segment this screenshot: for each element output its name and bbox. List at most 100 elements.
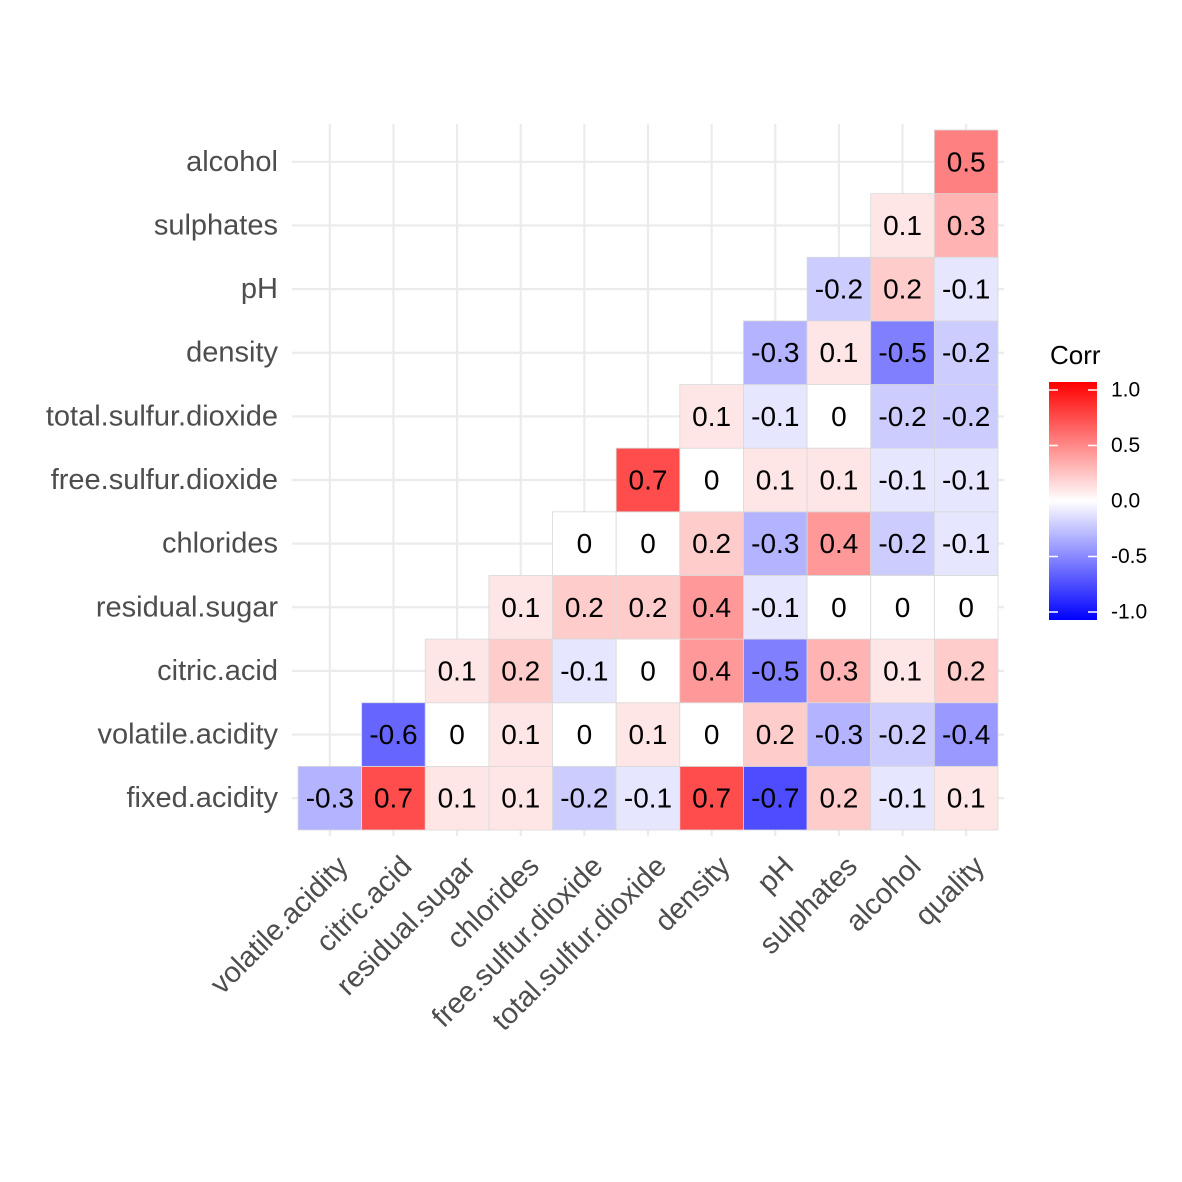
y-tick-label: volatile.acidity [97,719,278,751]
cell-value-label: -0.2 [560,783,608,814]
heatmap-cells: -0.3 0.7 0.1 0.1 -0.2 -0.1 0.7 -0.7 0.2 -0.1 0.1 -0… [297,129,999,831]
heatmap-cell [870,193,935,258]
y-tick-label: residual.sugar [96,591,278,623]
heatmap-cell [743,320,808,385]
x-axis-tick-labels: volatile.aciditycitric.acidresidual.suga… [204,850,991,1037]
y-tick-label: total.sulfur.dioxide [46,400,278,432]
heatmap-cell [615,765,681,831]
cell-value-label: -0.1 [751,401,799,432]
cell-value-label: -0.2 [942,337,990,368]
heatmap-cell [933,638,999,704]
cell-value-label: 0.1 [819,465,858,496]
heatmap-cell [870,384,935,449]
cell-value-label: 0.7 [692,783,731,814]
legend-tick-label: -0.5 [1111,545,1147,568]
cell-value-label: 0 [577,528,593,559]
cell-value-label: -0.1 [560,655,608,686]
cell-value-label: 0.1 [501,719,540,750]
heatmap-cell [361,765,426,831]
heatmap-cell [552,511,617,576]
cell-value-label: 0 [704,465,720,496]
cell-value-label: 0.5 [947,146,986,177]
heatmap-cell [488,765,553,831]
heatmap-cell [933,193,999,258]
cell-value-label: 0.2 [501,655,540,686]
x-tick-label: pH [751,850,800,899]
cell-value-label: -0.3 [306,783,354,814]
heatmap-cell [870,320,935,385]
cell-value-label: 0.1 [883,655,922,686]
heatmap-cell [297,765,363,831]
heatmap-cell [615,511,681,576]
heatmap-cell [679,638,744,704]
heatmap-cell [679,575,744,640]
cell-value-label: 0 [704,719,720,750]
heatmap-cell [806,320,872,385]
legend-tick-label: -1.0 [1111,601,1147,624]
cell-value-label: 0.1 [438,655,477,686]
heatmap-cell [743,447,808,513]
heatmap-cell [933,256,999,322]
cell-value-label: 0.4 [819,528,858,559]
y-tick-label: citric.acid [157,655,278,687]
legend-ticks: 1.0 0.5 0.0 -0.5 -1.0 [1049,379,1147,624]
cell-value-label: 0 [895,592,911,623]
heatmap-cell [552,638,617,704]
y-axis-tick-labels: fixed.acidity volatile.acidity citric.acid… [46,146,279,814]
y-tick-label: pH [241,273,278,305]
cell-value-label: 0.2 [692,528,731,559]
cell-value-label: 0.2 [565,592,604,623]
cell-value-label: -0.2 [878,528,926,559]
cell-value-label: -0.1 [878,465,926,496]
heatmap-cell [488,638,553,704]
cell-value-label: 0.1 [947,783,986,814]
cell-value-label: -0.3 [815,719,863,750]
cell-value-label: -0.7 [751,783,799,814]
heatmap-cell [679,511,744,576]
cell-value-label: 0 [640,655,656,686]
cell-value-label: 0 [640,528,656,559]
legend-tick-label: 0.0 [1111,490,1140,513]
heatmap-cell [743,638,808,704]
heatmap-cell [615,575,681,640]
cell-value-label: -0.2 [878,401,926,432]
heatmap-cell [679,384,744,449]
cell-value-label: -0.2 [878,719,926,750]
cell-value-label: 0.4 [692,592,731,623]
legend-tick-label: 1.0 [1111,379,1140,402]
cell-value-label: -0.5 [751,655,799,686]
cell-value-label: -0.2 [942,401,990,432]
heatmap-cell [424,765,490,831]
cell-value-label: 0 [449,719,465,750]
heatmap-cell [806,638,872,704]
cell-value-label: 0 [577,719,593,750]
cell-value-label: 0.1 [756,465,795,496]
heatmap-cell [933,320,999,385]
cell-value-label: -0.3 [751,528,799,559]
x-tick-label: quality [909,850,991,932]
heatmap-cell [870,447,935,513]
legend-title: Corr [1050,340,1101,370]
heatmap-cell [933,384,999,449]
heatmap-cell [806,384,872,449]
cell-value-label: 0.7 [374,783,413,814]
heatmap-cell [488,575,553,640]
cell-value-label: -0.4 [942,719,990,750]
cell-value-label: -0.1 [942,274,990,305]
cell-value-label: -0.6 [369,719,417,750]
heatmap-cell [806,702,872,767]
cell-value-label: 0.1 [501,783,540,814]
cell-value-label: -0.3 [751,337,799,368]
cell-value-label: 0.3 [947,210,986,241]
heatmap-cell [806,511,872,576]
cell-value-label: 0.1 [438,783,477,814]
heatmap-cell [933,447,999,513]
heatmap-cell [933,511,999,576]
y-tick-label: sulphates [154,209,278,241]
cell-value-label: 0.2 [629,592,668,623]
heatmap-cell [679,447,744,513]
heatmap-cell [679,765,744,831]
cell-value-label: -0.1 [878,783,926,814]
cell-value-label: 0.2 [883,274,922,305]
